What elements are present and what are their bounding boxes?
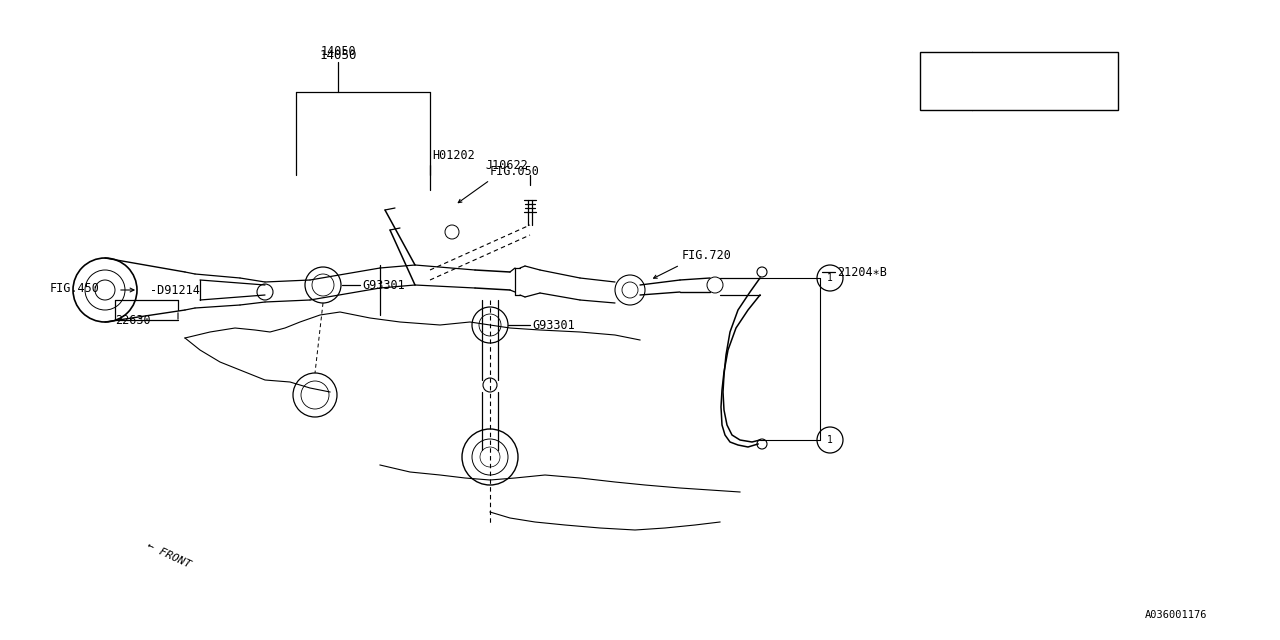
Text: H01202: H01202	[433, 149, 475, 162]
Text: -D91214: -D91214	[150, 284, 200, 296]
Text: 0923S∗A: 0923S∗A	[1019, 74, 1071, 88]
Text: ← FRONT: ← FRONT	[145, 541, 192, 570]
Text: A036001176: A036001176	[1146, 610, 1207, 620]
Text: 14050: 14050	[319, 49, 357, 62]
Text: 1: 1	[827, 435, 833, 445]
Text: 22630: 22630	[115, 314, 151, 326]
Text: 1: 1	[942, 74, 950, 88]
Text: G93301: G93301	[532, 319, 575, 332]
Text: J10622: J10622	[485, 159, 527, 172]
Text: 21204∗B: 21204∗B	[837, 266, 887, 278]
Bar	[920, 52, 1117, 110]
Text: 1: 1	[827, 273, 833, 283]
Text: G93301: G93301	[362, 278, 404, 291]
Text: 14050: 14050	[320, 45, 356, 58]
Text: FIG.450: FIG.450	[50, 282, 100, 294]
Text: FIG.720: FIG.720	[682, 249, 732, 262]
Text: FIG.050: FIG.050	[490, 165, 540, 178]
